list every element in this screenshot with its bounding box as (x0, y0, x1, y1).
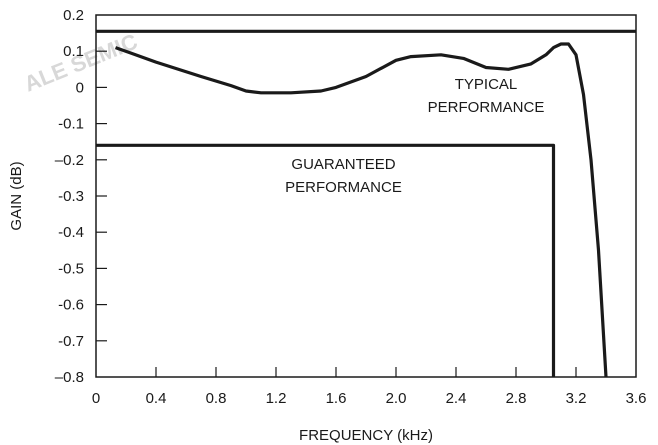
y-tick-label: -0.4 (58, 224, 84, 241)
series-typical-line (114, 42, 608, 378)
y-tick-label: -0.6 (58, 297, 84, 314)
y-tick-label: 0.1 (63, 43, 84, 60)
y-tick-label: -0.3 (58, 188, 84, 205)
y-tick-label: -0.5 (58, 260, 84, 277)
x-tick-label: 2.4 (446, 390, 467, 407)
x-tick-label: 0.4 (146, 390, 167, 407)
x-tick-label: 2.8 (506, 390, 527, 407)
y-tick-label: -0.1 (58, 116, 84, 133)
annotation-line: TYPICAL (455, 76, 518, 93)
y-tick-label: 0 (76, 79, 84, 96)
x-tick-label: 2.0 (386, 390, 407, 407)
series-layer (96, 29, 636, 378)
labels-layer: 0 0.4 0.8 1.2 1.6 2.0 2.4 2.8 3.2 3.6 0.2 0.1 0 -0.1 –… (55, 7, 647, 407)
y-tick-label: -0.7 (58, 333, 84, 350)
y-tick-label: –0.8 (55, 369, 84, 386)
x-tick-label: 0.8 (206, 390, 227, 407)
x-tick-label: 0 (92, 390, 100, 407)
x-tick-label: 1.2 (266, 390, 287, 407)
series-guaranteed-line (96, 143, 556, 377)
plot-frame (95, 14, 637, 378)
x-tick-label: 3.2 (566, 390, 587, 407)
x-tick-label: 3.6 (626, 390, 647, 407)
ticks-layer (96, 50, 577, 377)
annotation-line: GUARANTEED (291, 156, 395, 173)
annotation-line: PERFORMANCE (428, 99, 545, 116)
annotation-line: PERFORMANCE (285, 179, 402, 196)
x-tick-label: 1.6 (326, 390, 347, 407)
y-tick-label: 0.2 (63, 7, 84, 24)
y-axis-title: GAIN (dB) (8, 161, 25, 230)
x-axis-title: FREQUENCY (kHz) (299, 427, 433, 444)
y-tick-label: –0.2 (55, 152, 84, 169)
